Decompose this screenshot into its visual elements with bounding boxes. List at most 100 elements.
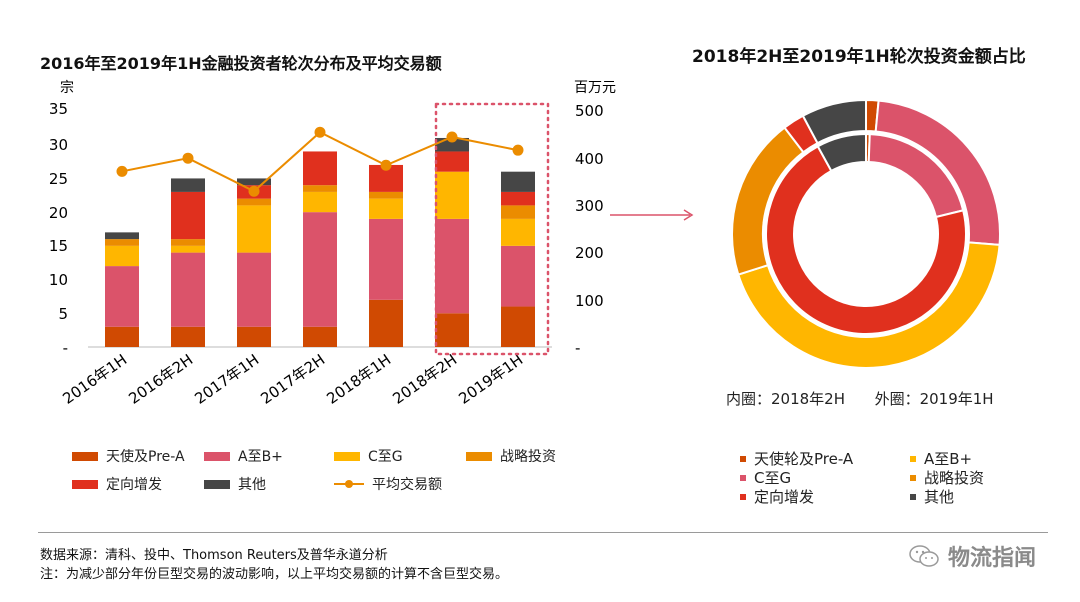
left-tick: 20 <box>49 204 68 222</box>
bar-segment <box>105 239 139 246</box>
bar-segment <box>237 205 271 253</box>
legend-swatch <box>334 451 360 461</box>
bar-segment <box>237 198 271 206</box>
bar-segment <box>501 306 535 347</box>
bar-segment <box>369 299 403 347</box>
x-axis-labels: 2016年1H2016年2H2017年1H2017年2H2018年1H2018年… <box>59 351 526 408</box>
footer-divider <box>38 532 1048 533</box>
stacked-bar-chart: 宗 百万元 35 30 25 20 15 10 5 - 500 400 300 … <box>49 80 616 408</box>
bars-group <box>105 137 535 347</box>
legend-label: 战略投资 <box>924 469 985 487</box>
x-tick-label: 2018年1H <box>323 351 394 408</box>
left-tick: 30 <box>49 136 68 154</box>
bar-segment <box>105 245 139 267</box>
legend-swatch <box>740 493 746 500</box>
legend-label: A至B+ <box>924 450 973 468</box>
x-tick-label: 2018年2H <box>389 351 460 408</box>
trend-point <box>380 159 392 171</box>
left-tick: 5 <box>58 305 68 323</box>
x-tick-label: 2016年1H <box>59 351 130 408</box>
legend-item-strategic: 战略投资 <box>466 446 556 466</box>
legend-label: C至G <box>368 449 403 465</box>
legend-swatch <box>204 479 230 489</box>
right-tick: 200 <box>575 244 604 262</box>
inner-ring-caption: 内圈：2018年2H <box>726 390 845 408</box>
donut-slice <box>737 241 1001 369</box>
legend-item-cg: C至G <box>334 446 403 466</box>
legend-swatch <box>740 455 746 462</box>
bar-segment <box>501 205 535 219</box>
footnote: 注：为减少部分年份巨型交易的波动影响，以上平均交易额的计算不含巨型交易。 <box>40 567 509 582</box>
bar-segment <box>105 266 139 327</box>
donut-legend-item-angel: 天使轮及Pre-A <box>740 448 853 469</box>
donut-slice <box>816 132 867 173</box>
x-tick-label: 2019年1H <box>455 351 526 408</box>
left-tick: 35 <box>49 100 68 118</box>
highlight-box <box>434 102 550 356</box>
bar-segment <box>435 218 469 314</box>
right-tick: 400 <box>575 150 604 168</box>
bar-segment <box>369 191 403 199</box>
wechat-icon <box>909 545 939 567</box>
left-axis-unit: 宗 <box>60 80 74 96</box>
legend-label: 天使轮及Pre-A <box>754 450 854 468</box>
donut-legend-item-private-placement: 定向增发 <box>740 486 814 507</box>
bar-segment <box>369 198 403 219</box>
x-tick-label: 2017年2H <box>257 351 328 408</box>
trend-point <box>248 185 260 197</box>
bar-segment <box>501 218 535 246</box>
legend-label: 战略投资 <box>500 449 556 465</box>
donut-slice <box>801 98 867 145</box>
trend-point <box>182 152 194 164</box>
left-axis-ticks: 35 30 25 20 15 10 5 - <box>49 100 68 357</box>
left-tick: 25 <box>49 170 68 188</box>
trend-point <box>116 165 128 177</box>
legend-label: C至G <box>754 469 792 487</box>
right-tick: 500 <box>575 102 604 120</box>
legend-swatch <box>910 493 916 500</box>
bar-segment <box>237 252 271 327</box>
legend-swatch <box>910 455 916 462</box>
bar-segment <box>237 178 271 186</box>
bar-segment <box>303 191 337 213</box>
legend-item-average-line: 平均交易额 <box>334 474 442 494</box>
trend-point <box>314 126 326 138</box>
right-tick: - <box>575 339 580 357</box>
legend-label: 平均交易额 <box>372 477 442 493</box>
right-chart-title: 2018年2H至2019年1H轮次投资金额占比 <box>692 47 1026 67</box>
legend-item-private-placement: 定向增发 <box>72 474 162 494</box>
left-chart-title: 2016年至2019年1H金融投资者轮次分布及平均交易额 <box>40 54 442 73</box>
watermark-text: 物流指闻 <box>948 546 1037 571</box>
legend-swatch <box>466 451 492 461</box>
donut-slice <box>765 145 967 335</box>
arrow-icon <box>610 209 694 221</box>
donut-legend-item-cg: C至G <box>740 467 791 488</box>
legend-item-ab: A至B+ <box>204 446 283 466</box>
x-tick-label: 2017年1H <box>191 351 262 408</box>
bar-segment <box>369 218 403 300</box>
legend-swatch <box>72 479 98 489</box>
x-tick-label: 2016年2H <box>125 351 196 408</box>
bar-segment <box>171 178 205 192</box>
trend-point <box>512 144 524 156</box>
donut-legend-item-other: 其他 <box>910 486 954 507</box>
bar-segment <box>171 191 205 240</box>
bar-segment <box>501 171 535 192</box>
legend-label: 定向增发 <box>754 488 815 506</box>
donut-caption: 内圈：2018年2H 外圈：2019年1H <box>726 388 994 409</box>
legend-label: 其他 <box>924 488 955 506</box>
bar-segment <box>303 212 337 327</box>
bar-segment <box>435 151 469 172</box>
bar-segment <box>105 232 139 240</box>
bar-segment <box>435 313 469 347</box>
legend-line-swatch <box>334 480 364 488</box>
bar-segment <box>171 245 205 253</box>
bar-segment <box>501 245 535 307</box>
right-axis-unit: 百万元 <box>574 80 616 96</box>
bar-segment <box>171 239 205 246</box>
bar-segment <box>435 171 469 219</box>
donut-chart <box>731 98 1001 369</box>
legend-swatch <box>72 451 98 461</box>
legend-item-other: 其他 <box>204 474 266 494</box>
bar-segment <box>303 151 337 186</box>
